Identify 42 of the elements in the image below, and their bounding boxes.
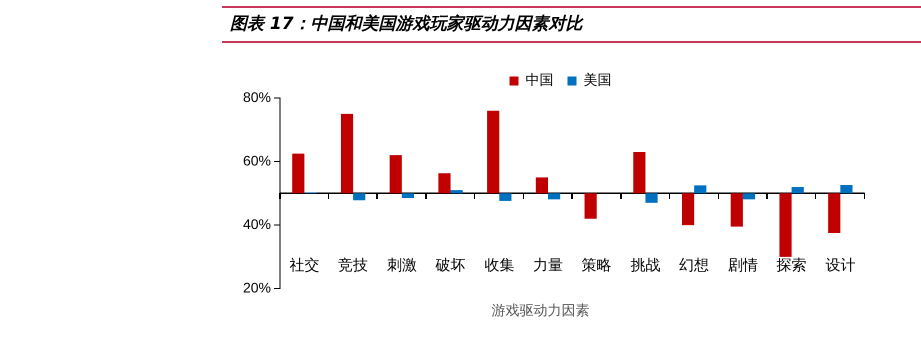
bar (402, 193, 414, 198)
bar (499, 193, 512, 201)
bar (390, 155, 402, 194)
legend-label: 美国 (584, 72, 612, 89)
bar (292, 154, 304, 194)
bar (633, 152, 646, 194)
x-tick-label: 竞技 (338, 256, 368, 274)
y-tick-label: 60% (242, 152, 272, 168)
bar (828, 193, 840, 234)
x-tick-label: 挑战 (630, 256, 660, 274)
bar (792, 186, 804, 194)
x-tick-label: 剧情 (728, 256, 758, 274)
bar (645, 193, 658, 203)
bar (584, 193, 597, 219)
x-tick-label: 策略 (582, 256, 612, 274)
bar (682, 193, 694, 226)
bar (438, 173, 451, 194)
x-tick-label: 探索 (776, 256, 807, 274)
bar (536, 177, 548, 194)
y-tick-label: 20% (242, 279, 272, 296)
x-tick-label: 刺激 (386, 256, 417, 274)
x-tick-label: 设计 (825, 256, 856, 274)
y-tick-label: 40% (242, 216, 272, 232)
bar (450, 190, 463, 194)
x-tick-label: 力量 (532, 256, 563, 274)
bar (779, 193, 792, 257)
chart-title: 图表 17：中国和美国游戏玩家驱动力因素对比 (222, 6, 921, 43)
x-tick-label: 收集 (484, 256, 514, 274)
legend-label: 中国 (526, 72, 554, 89)
x-axis-title: 游戏驱动力因素 (490, 302, 590, 320)
y-tick-label: 80% (242, 88, 272, 105)
bar (340, 114, 354, 194)
x-tick-label: 破坏 (434, 256, 466, 274)
bar (548, 193, 560, 200)
x-tick-label: 幻想 (679, 256, 710, 274)
bar (694, 185, 706, 194)
bar (840, 185, 853, 194)
bar (487, 110, 500, 194)
bar (730, 193, 743, 227)
x-tick-label: 社交 (289, 256, 320, 274)
bar (353, 193, 366, 200)
bar (742, 193, 756, 200)
